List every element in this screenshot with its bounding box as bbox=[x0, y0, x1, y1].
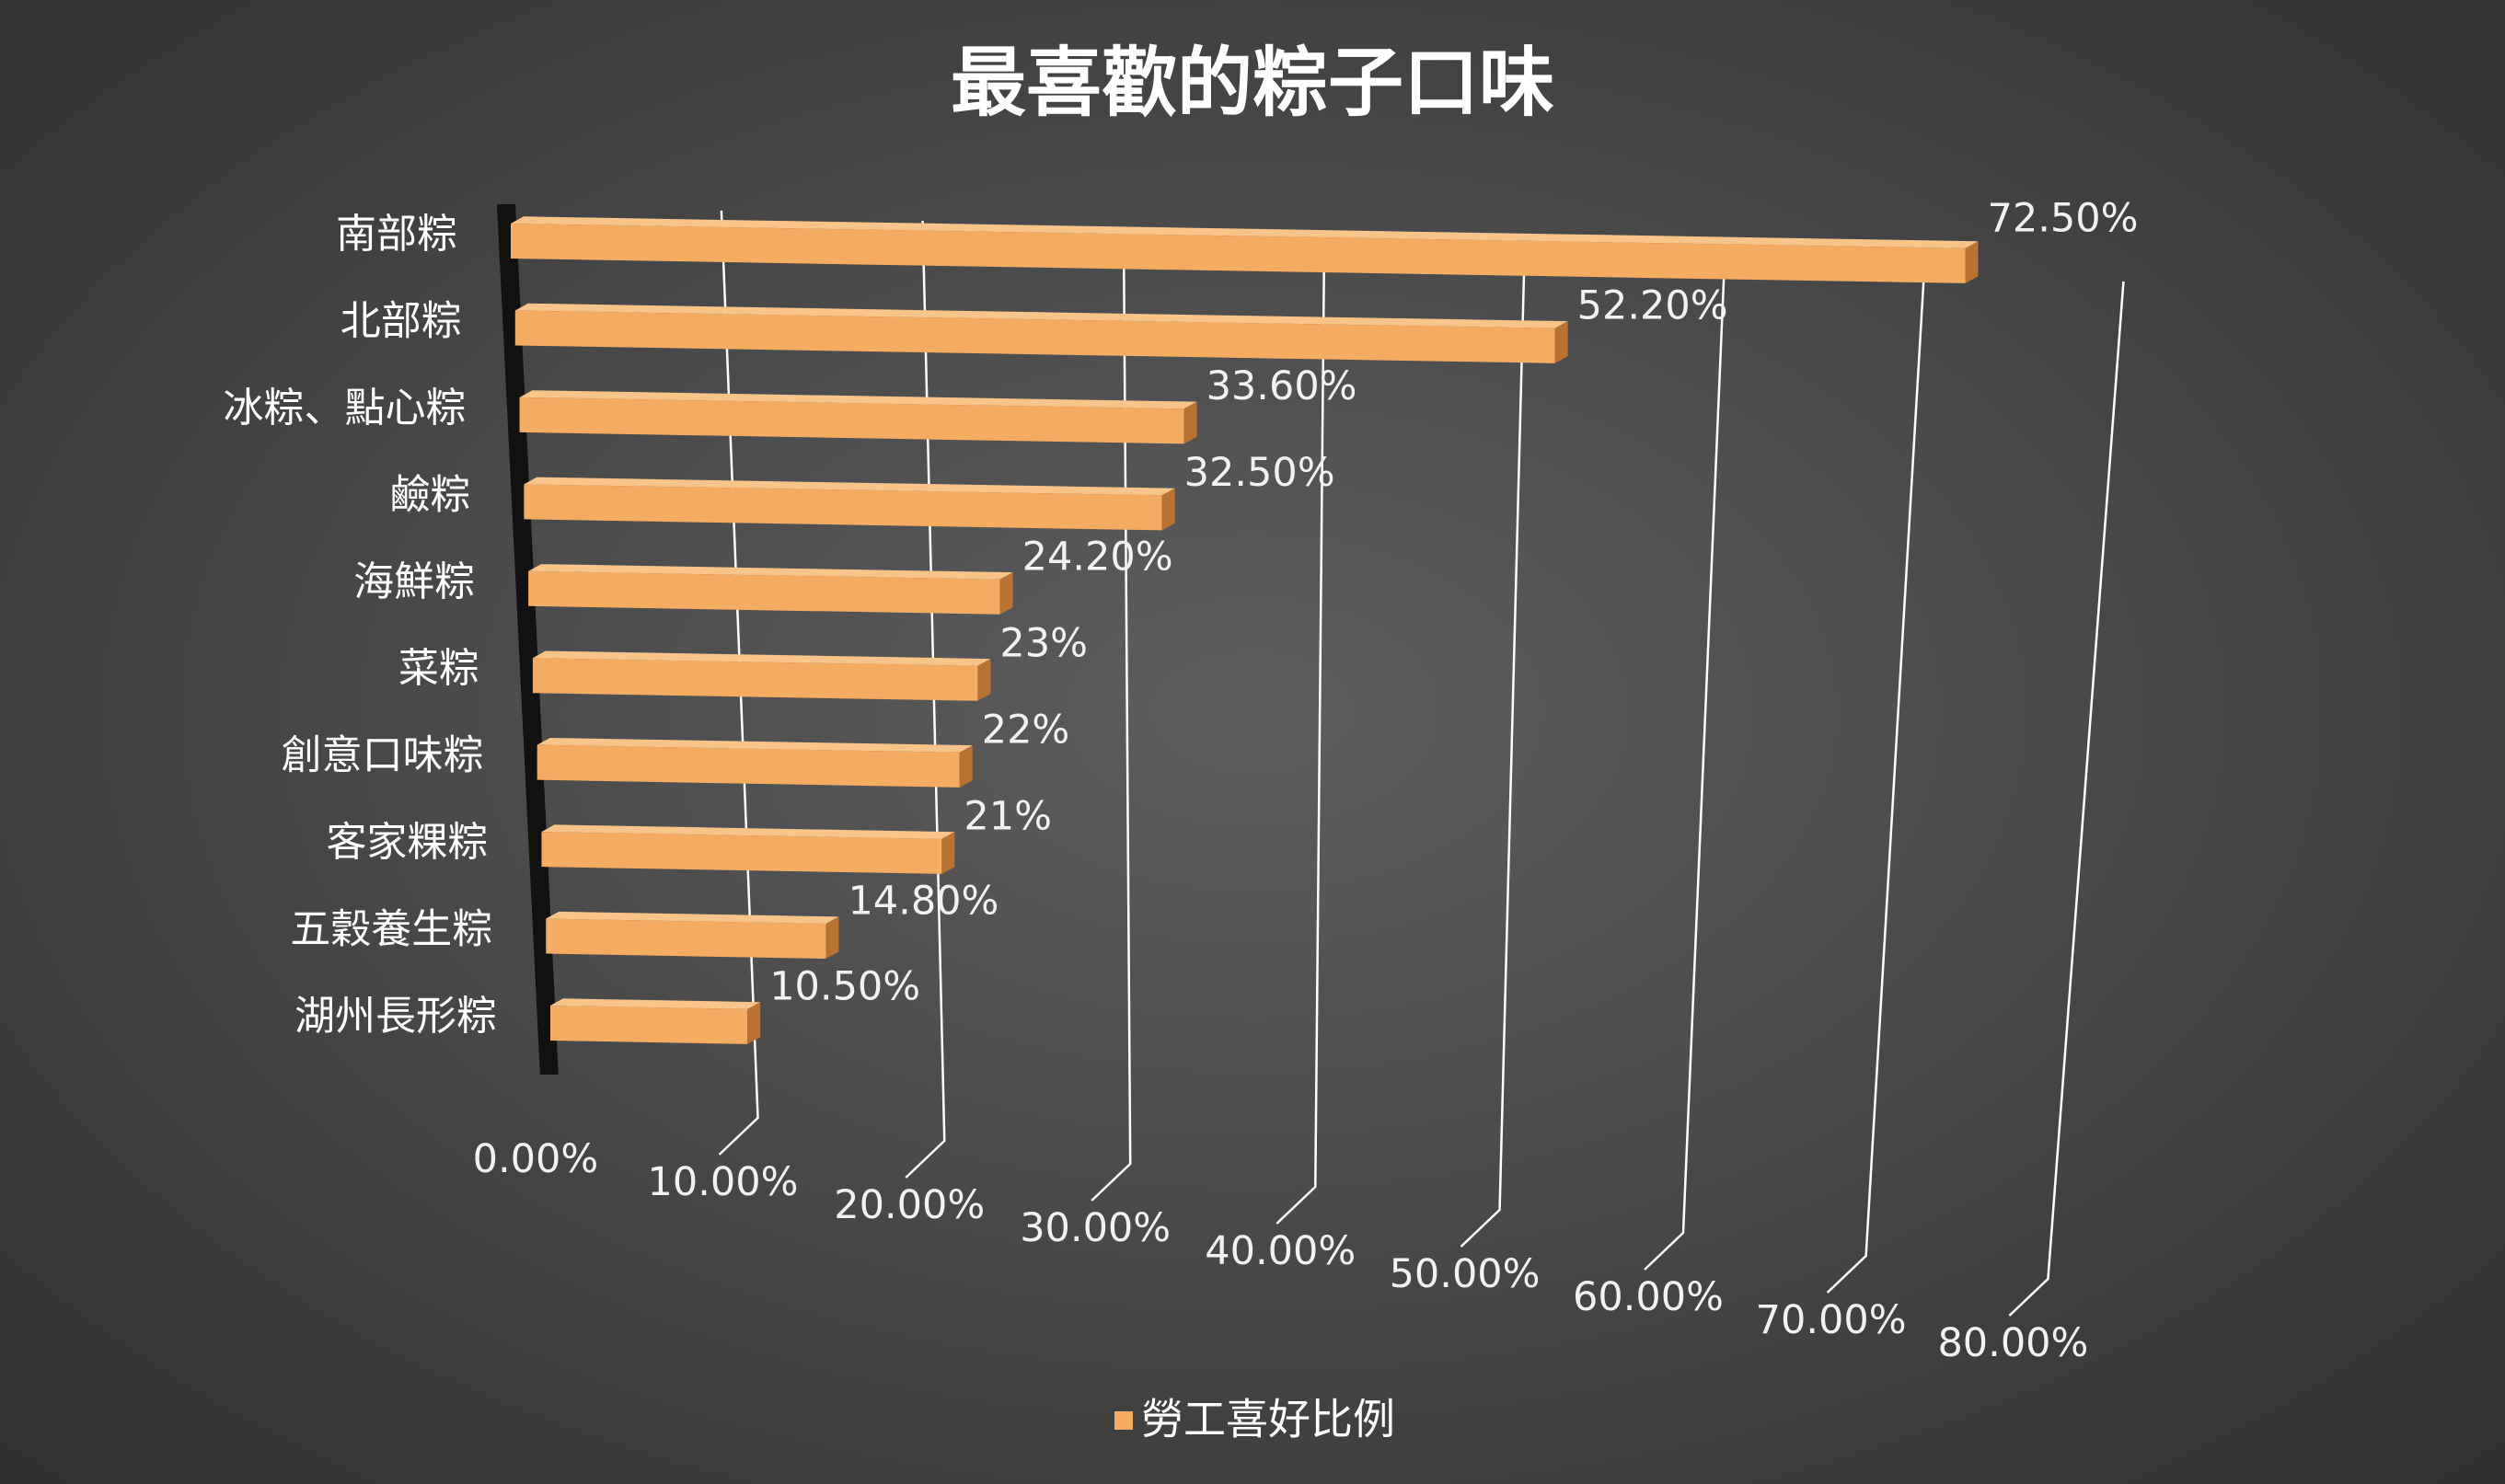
gridline bbox=[1644, 260, 1726, 1271]
bar-end-face bbox=[825, 916, 839, 960]
bar bbox=[532, 650, 991, 701]
gridline bbox=[1460, 250, 1526, 1248]
tick-label: 80.00% bbox=[1937, 1320, 2088, 1366]
value-label: 10.50% bbox=[769, 963, 920, 1009]
bar-end-face bbox=[999, 572, 1013, 615]
bar bbox=[528, 564, 1013, 615]
bar bbox=[511, 216, 1979, 283]
category-label: 鹼粽 bbox=[389, 471, 470, 518]
gridline bbox=[2008, 281, 2125, 1317]
legend-swatch bbox=[1114, 1411, 1133, 1430]
gridline bbox=[1091, 230, 1132, 1202]
tick-label: 60.00% bbox=[1573, 1274, 1724, 1320]
category-label: 創意口味粽 bbox=[282, 732, 484, 779]
bar bbox=[524, 477, 1175, 531]
tick-label: 40.00% bbox=[1205, 1228, 1356, 1274]
chart-title: 最喜歡的粽子口味 bbox=[951, 40, 1554, 127]
bar-top-face bbox=[514, 303, 1568, 328]
bar-end-face bbox=[941, 832, 955, 874]
legend-label: 勞工喜好比例 bbox=[1141, 1395, 1395, 1444]
bar bbox=[546, 911, 839, 960]
category-label: 湖州長形粽 bbox=[294, 993, 497, 1040]
bar-front-face bbox=[528, 570, 1000, 615]
bar-top-face bbox=[532, 650, 991, 666]
bar-front-face bbox=[537, 744, 960, 788]
gridline bbox=[1826, 270, 1926, 1294]
bar-end-face bbox=[1161, 488, 1175, 531]
value-label: 21% bbox=[964, 793, 1052, 839]
category-label: 菜粽 bbox=[398, 645, 479, 692]
bar-end-face bbox=[977, 659, 991, 701]
category-label: 北部粽 bbox=[341, 297, 462, 344]
bar-top-face bbox=[550, 998, 761, 1009]
value-label: 22% bbox=[982, 707, 1070, 753]
bar-end-face bbox=[1965, 241, 1979, 283]
category-label: 南部粽 bbox=[336, 211, 457, 258]
bars bbox=[511, 216, 1979, 1044]
value-label: 72.50% bbox=[1988, 195, 2139, 241]
value-label: 23% bbox=[999, 620, 1088, 666]
bar-front-face bbox=[532, 658, 978, 701]
bar-front-face bbox=[541, 832, 942, 874]
bar-front-face bbox=[514, 310, 1555, 363]
value-label: 24.20% bbox=[1022, 534, 1173, 580]
tick-label: 50.00% bbox=[1390, 1251, 1541, 1297]
tick-label: 30.00% bbox=[1020, 1205, 1171, 1251]
bar-front-face bbox=[550, 1006, 748, 1044]
value-label: 52.20% bbox=[1577, 282, 1728, 328]
category-label: 海鮮粽 bbox=[353, 558, 475, 605]
bar-top-face bbox=[524, 477, 1175, 496]
bar-front-face bbox=[524, 484, 1162, 531]
value-label: 32.50% bbox=[1184, 450, 1335, 496]
tick-label: 0.00% bbox=[473, 1136, 599, 1182]
bar-top-face bbox=[546, 911, 839, 925]
value-label: 33.60% bbox=[1206, 363, 1357, 409]
bar bbox=[514, 303, 1568, 363]
tick-label: 20.00% bbox=[834, 1182, 985, 1228]
bar-front-face bbox=[546, 918, 826, 960]
bar-end-face bbox=[747, 1002, 761, 1044]
bar-front-face bbox=[511, 224, 1966, 283]
bar-end-face bbox=[1554, 321, 1568, 363]
bar-front-face bbox=[519, 397, 1184, 444]
bar bbox=[550, 998, 761, 1044]
tick-labels: 0.00% 10.00% 20.00% 30.00% 40.00% 50.00% 60.00… bbox=[473, 1136, 2089, 1366]
tick-label: 10.00% bbox=[648, 1159, 799, 1205]
bar bbox=[519, 390, 1197, 444]
category-label: 五穀養生粽 bbox=[290, 906, 492, 953]
gridline bbox=[905, 220, 946, 1179]
bar-end-face bbox=[959, 745, 973, 788]
bar bbox=[541, 824, 955, 874]
value-labels: 72.50% 52.20% 33.60% 32.50%24.20% 23% 22% 21% 1… bbox=[769, 195, 2138, 1009]
legend: 勞工喜好比例 bbox=[1114, 1395, 1395, 1444]
gridline bbox=[1276, 240, 1326, 1225]
bar-top-face bbox=[537, 737, 973, 753]
tick-label: 70.00% bbox=[1756, 1297, 1907, 1343]
bar bbox=[537, 737, 973, 788]
bar-end-face bbox=[1183, 401, 1197, 444]
category-label: 冰粽、點心粽 bbox=[224, 385, 467, 431]
category-label: 客家粿粽 bbox=[326, 819, 488, 866]
value-label: 14.80% bbox=[848, 879, 999, 925]
bar-top-face bbox=[511, 216, 1979, 248]
bar-top-face bbox=[528, 564, 1013, 580]
bar-top-face bbox=[519, 390, 1197, 409]
bar-top-face bbox=[541, 824, 955, 839]
